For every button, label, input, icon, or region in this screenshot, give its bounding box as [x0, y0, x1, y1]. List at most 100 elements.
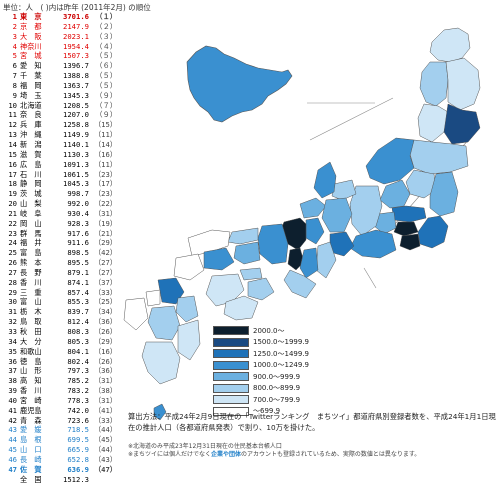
ranking-prev-rank: （５）	[95, 51, 117, 61]
prefecture-fukui	[299, 197, 327, 219]
ranking-value: 1396.7	[63, 61, 89, 71]
ranking-value: 928.3	[67, 218, 89, 228]
prefecture-niigata	[365, 137, 415, 185]
ranking-value: 857.4	[67, 287, 89, 297]
ranking-prev-rank: （25）	[93, 297, 117, 307]
ranking-prev-rank: （42）	[93, 248, 117, 258]
ranking-row: 46 長 崎 652.8 （43）	[3, 455, 123, 465]
ranking-row: 28 香 川 874.1 （37）	[3, 278, 123, 288]
ranking-prev-rank: （16）	[93, 149, 117, 159]
legend-swatch	[213, 383, 249, 393]
ranking-prefecture: 石 川	[20, 169, 42, 179]
ranking-rank: 8	[12, 80, 17, 90]
prefecture-nara	[299, 247, 319, 279]
prefecture-tokushima	[247, 277, 275, 301]
prefecture-saitama	[391, 205, 427, 223]
ranking-prefecture: 新 潟	[20, 139, 42, 149]
ranking-prefecture: 奈 良	[20, 110, 42, 120]
prefecture-iwate	[445, 57, 481, 111]
ranking-rank: 2	[12, 21, 17, 31]
ranking-rank: 44	[8, 435, 17, 445]
ranking-prev-rank: （45）	[93, 435, 117, 445]
prefecture-kagoshima	[141, 341, 181, 385]
ranking-value: 652.8	[67, 454, 89, 464]
ranking-value: 874.1	[67, 277, 89, 287]
ranking-rank: 43	[8, 425, 17, 435]
legend-item: 2000.0～	[213, 325, 309, 337]
ranking-row: 11 奈 良 1207.0 （９）	[3, 110, 123, 120]
ranking-prefecture: 鳥 取	[20, 317, 42, 327]
ranking-prefecture: 神奈川	[20, 41, 42, 51]
ranking-prev-rank: （14）	[93, 139, 117, 149]
ranking-row: 19 茨 城 998.7 （23）	[3, 189, 123, 199]
ranking-rank: 3	[12, 31, 17, 41]
ranking-value: 636.9	[67, 464, 89, 474]
ranking-rank: 31	[8, 307, 17, 317]
legend-label: 800.0～899.9	[253, 384, 301, 393]
ranking-rank: 39	[8, 386, 17, 396]
prefecture-tochigi	[405, 169, 437, 199]
ranking-rank: 40	[8, 395, 17, 405]
ranking-prefecture: 大 分	[20, 336, 42, 346]
ranking-rank: 4	[12, 41, 17, 51]
ranking-prefecture: 愛 媛	[20, 425, 42, 435]
ranking-prev-rank: （26）	[93, 327, 117, 336]
prefecture-kumamoto	[147, 305, 181, 341]
footnote-accounts: ※まちツイには個人だけでなく企業や団体のアカウントも登録されているため、実際の数…	[128, 451, 498, 459]
legend-swatch	[213, 326, 249, 336]
ranking-prefecture: 長 野	[20, 267, 42, 277]
ranking-value: 699.5	[67, 435, 89, 445]
legend-swatch	[213, 406, 249, 416]
ranking-prefecture: 山 形	[20, 366, 42, 376]
ranking-prev-rank: （22）	[93, 199, 117, 209]
ranking-value: 1954.4	[63, 41, 89, 51]
ranking-value: 723.6	[67, 415, 89, 425]
ranking-value: 2147.9	[63, 21, 89, 31]
footnotes: ※北海道のみ平成23年12月31日現在の住民基本台帳人口 ※まちツイには個人だけ…	[128, 443, 498, 459]
ranking-row: 43 愛 媛 718.5 （44）	[3, 425, 123, 435]
ranking-prefecture: 福 井	[20, 238, 42, 248]
ranking-row: 35 和歌山 804.1 （16）	[3, 347, 123, 357]
ranking-prefecture: 熊 本	[20, 258, 42, 268]
ranking-prefecture: 北海道	[20, 100, 42, 110]
prefecture-ibaraki	[429, 171, 459, 217]
ranking-value: 911.6	[67, 238, 89, 248]
ranking-prefecture: 香 川	[20, 277, 42, 287]
ranking-rank: 21	[8, 208, 17, 218]
ranking-prev-rank: （26）	[93, 356, 117, 366]
ranking-prefecture: 鹿児島	[20, 405, 42, 415]
ranking-prev-rank: （27）	[93, 267, 117, 277]
ranking-row: 47 佐 賀 636.9 （47）	[3, 465, 123, 475]
ranking-prev-rank: （６）	[95, 61, 117, 71]
footnote-accounts-pre: ※まちツイには個人だけでなく	[128, 451, 212, 458]
ranking-rank: 7	[12, 71, 17, 81]
prefecture-hiroshima	[203, 247, 235, 271]
ranking-row: 37 山 形 797.3 （36）	[3, 366, 123, 376]
prefecture-aomori	[429, 27, 471, 63]
legend-label: ～699.9	[253, 407, 281, 416]
ranking-value: 785.2	[67, 376, 89, 386]
ranking-row: 13 沖 縄 1149.9 （11）	[3, 130, 123, 140]
legend-item: 800.0～899.9	[213, 383, 309, 395]
ranking-prefecture: 山 口	[20, 445, 42, 455]
ranking-prev-rank: （41）	[93, 405, 117, 415]
ranking-value: 808.3	[67, 327, 89, 336]
ranking-value: 797.3	[67, 366, 89, 376]
legend-item: ～699.9	[213, 406, 309, 418]
ranking-rank: 19	[8, 189, 17, 199]
ranking-row: 26 熊 本 895.5 （27）	[3, 258, 123, 268]
ranking-value: 839.7	[67, 307, 89, 317]
ranking-prev-rank: （27）	[93, 258, 117, 268]
ranking-value: 895.5	[67, 258, 89, 268]
footnote-accounts-highlight: 企業や団体	[211, 451, 242, 458]
ranking-value: 1207.0	[63, 110, 89, 120]
ranking-row: 20 山 梨 992.0 （22）	[3, 199, 123, 209]
ranking-value: 1045.3	[63, 179, 89, 189]
prefecture-fukushima	[409, 139, 469, 175]
ranking-prefecture: 千 葉	[20, 71, 42, 81]
ranking-value: 778.3	[67, 395, 89, 405]
legend-item: 700.0～799.9	[213, 394, 309, 406]
prefecture-gifu	[321, 197, 353, 233]
